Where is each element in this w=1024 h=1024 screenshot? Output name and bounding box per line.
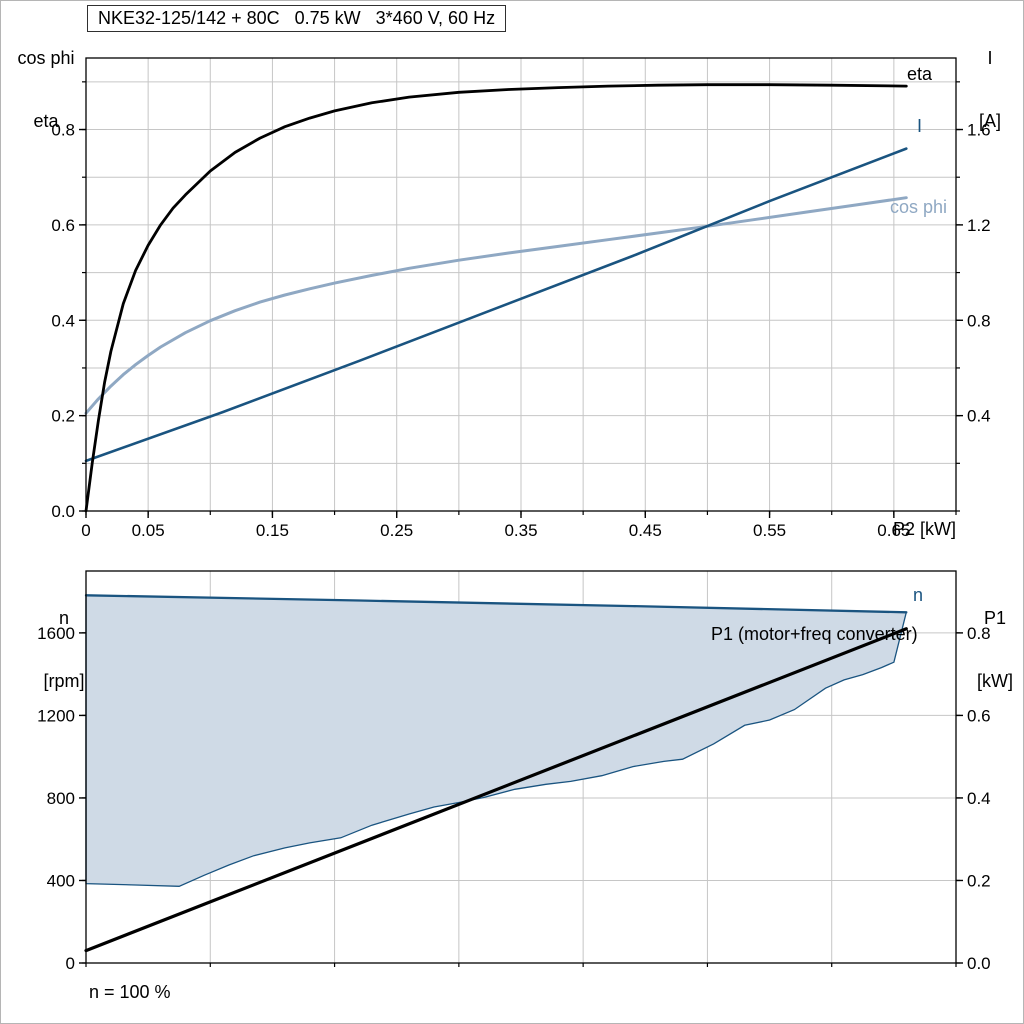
series-n-operating-region bbox=[85, 594, 908, 887]
axis-label-cos-phi: cos phi bbox=[17, 48, 75, 68]
axis-label-p1: P1 bbox=[983, 608, 1007, 628]
eta-curve-label: eta bbox=[907, 64, 933, 84]
axis-label-eta: eta bbox=[33, 111, 59, 131]
tick-label: 0.0 bbox=[51, 502, 75, 521]
speed-curve-label: n bbox=[913, 585, 924, 605]
chart-title: NKE32-125/142 + 80C 0.75 kW 3*460 V, 60 … bbox=[87, 5, 507, 32]
series-I bbox=[84, 147, 908, 463]
tick-label: 0.55 bbox=[753, 521, 786, 540]
series-P1 bbox=[84, 627, 908, 953]
tick-label: 0.4 bbox=[51, 311, 75, 330]
tick-label: 0.6 bbox=[967, 706, 991, 725]
top-left-axis-label: cos phi eta bbox=[13, 6, 79, 174]
series-n bbox=[84, 594, 908, 614]
tick-label: 0.45 bbox=[629, 521, 662, 540]
tick-label: 1200 bbox=[37, 706, 75, 725]
tick-label: 0.25 bbox=[380, 521, 413, 540]
axis-label-speed: n bbox=[58, 608, 69, 628]
tick-label: 400 bbox=[47, 871, 75, 890]
speed-power-chart: 0 400 800 1200 1600 0.0 0.2 0.4 0.6 0.8 bbox=[37, 570, 991, 973]
bottom-right-axis-label: P1 [kW] bbox=[971, 566, 1019, 734]
bottom-left-axis-label: n [rpm] bbox=[37, 566, 91, 734]
current-curve-label: I bbox=[917, 116, 923, 136]
tick-label: 0.2 bbox=[51, 407, 75, 426]
tick-label: 800 bbox=[47, 789, 75, 808]
axis-label-rpm-unit: [rpm] bbox=[43, 671, 85, 691]
axis-label-ampere-unit: [A] bbox=[978, 111, 1001, 131]
tick-label: 0.05 bbox=[132, 521, 165, 540]
tick-label: 0.8 bbox=[51, 121, 75, 140]
series-cos phi bbox=[84, 196, 908, 415]
tick-label: 0.2 bbox=[967, 871, 991, 890]
tick-label: 0.8 bbox=[967, 311, 991, 330]
tick-label: 0.35 bbox=[504, 521, 537, 540]
tick-label: 0.4 bbox=[967, 789, 991, 808]
tick-label: 0.8 bbox=[967, 624, 991, 643]
tick-label: 0.65 bbox=[877, 521, 910, 540]
axis-label-kw-unit: [kW] bbox=[977, 671, 1013, 691]
speed-footnote: n = 100 % bbox=[89, 982, 171, 1002]
tick-label: 1600 bbox=[37, 624, 75, 643]
cos-phi-curve-label: cos phi bbox=[890, 197, 948, 217]
motor-performance-chart: 0 0.05 0.15 0.25 0.35 0.45 0.55 0.65 0.0 0.2 0.4 0.… bbox=[51, 57, 991, 540]
tick-label: 0.15 bbox=[256, 521, 289, 540]
tick-label: 0.0 bbox=[967, 954, 991, 973]
axis-label-current: I bbox=[987, 48, 993, 68]
tick-label: 0 bbox=[81, 521, 90, 540]
p1-curve-label: P1 (motor+freq converter) bbox=[711, 624, 918, 644]
top-right-axis-label: I [A] bbox=[969, 6, 1011, 174]
series-eta bbox=[84, 83, 908, 513]
plot-border bbox=[85, 570, 957, 964]
tick-label: 0.6 bbox=[51, 216, 75, 235]
tick-label: 1.2 bbox=[967, 216, 991, 235]
x-axis-label-p2: P2 [kW] bbox=[893, 519, 957, 539]
tick-label: 1.6 bbox=[967, 121, 991, 140]
tick-label: 0 bbox=[66, 954, 75, 973]
tick-label: 0.4 bbox=[967, 407, 991, 426]
